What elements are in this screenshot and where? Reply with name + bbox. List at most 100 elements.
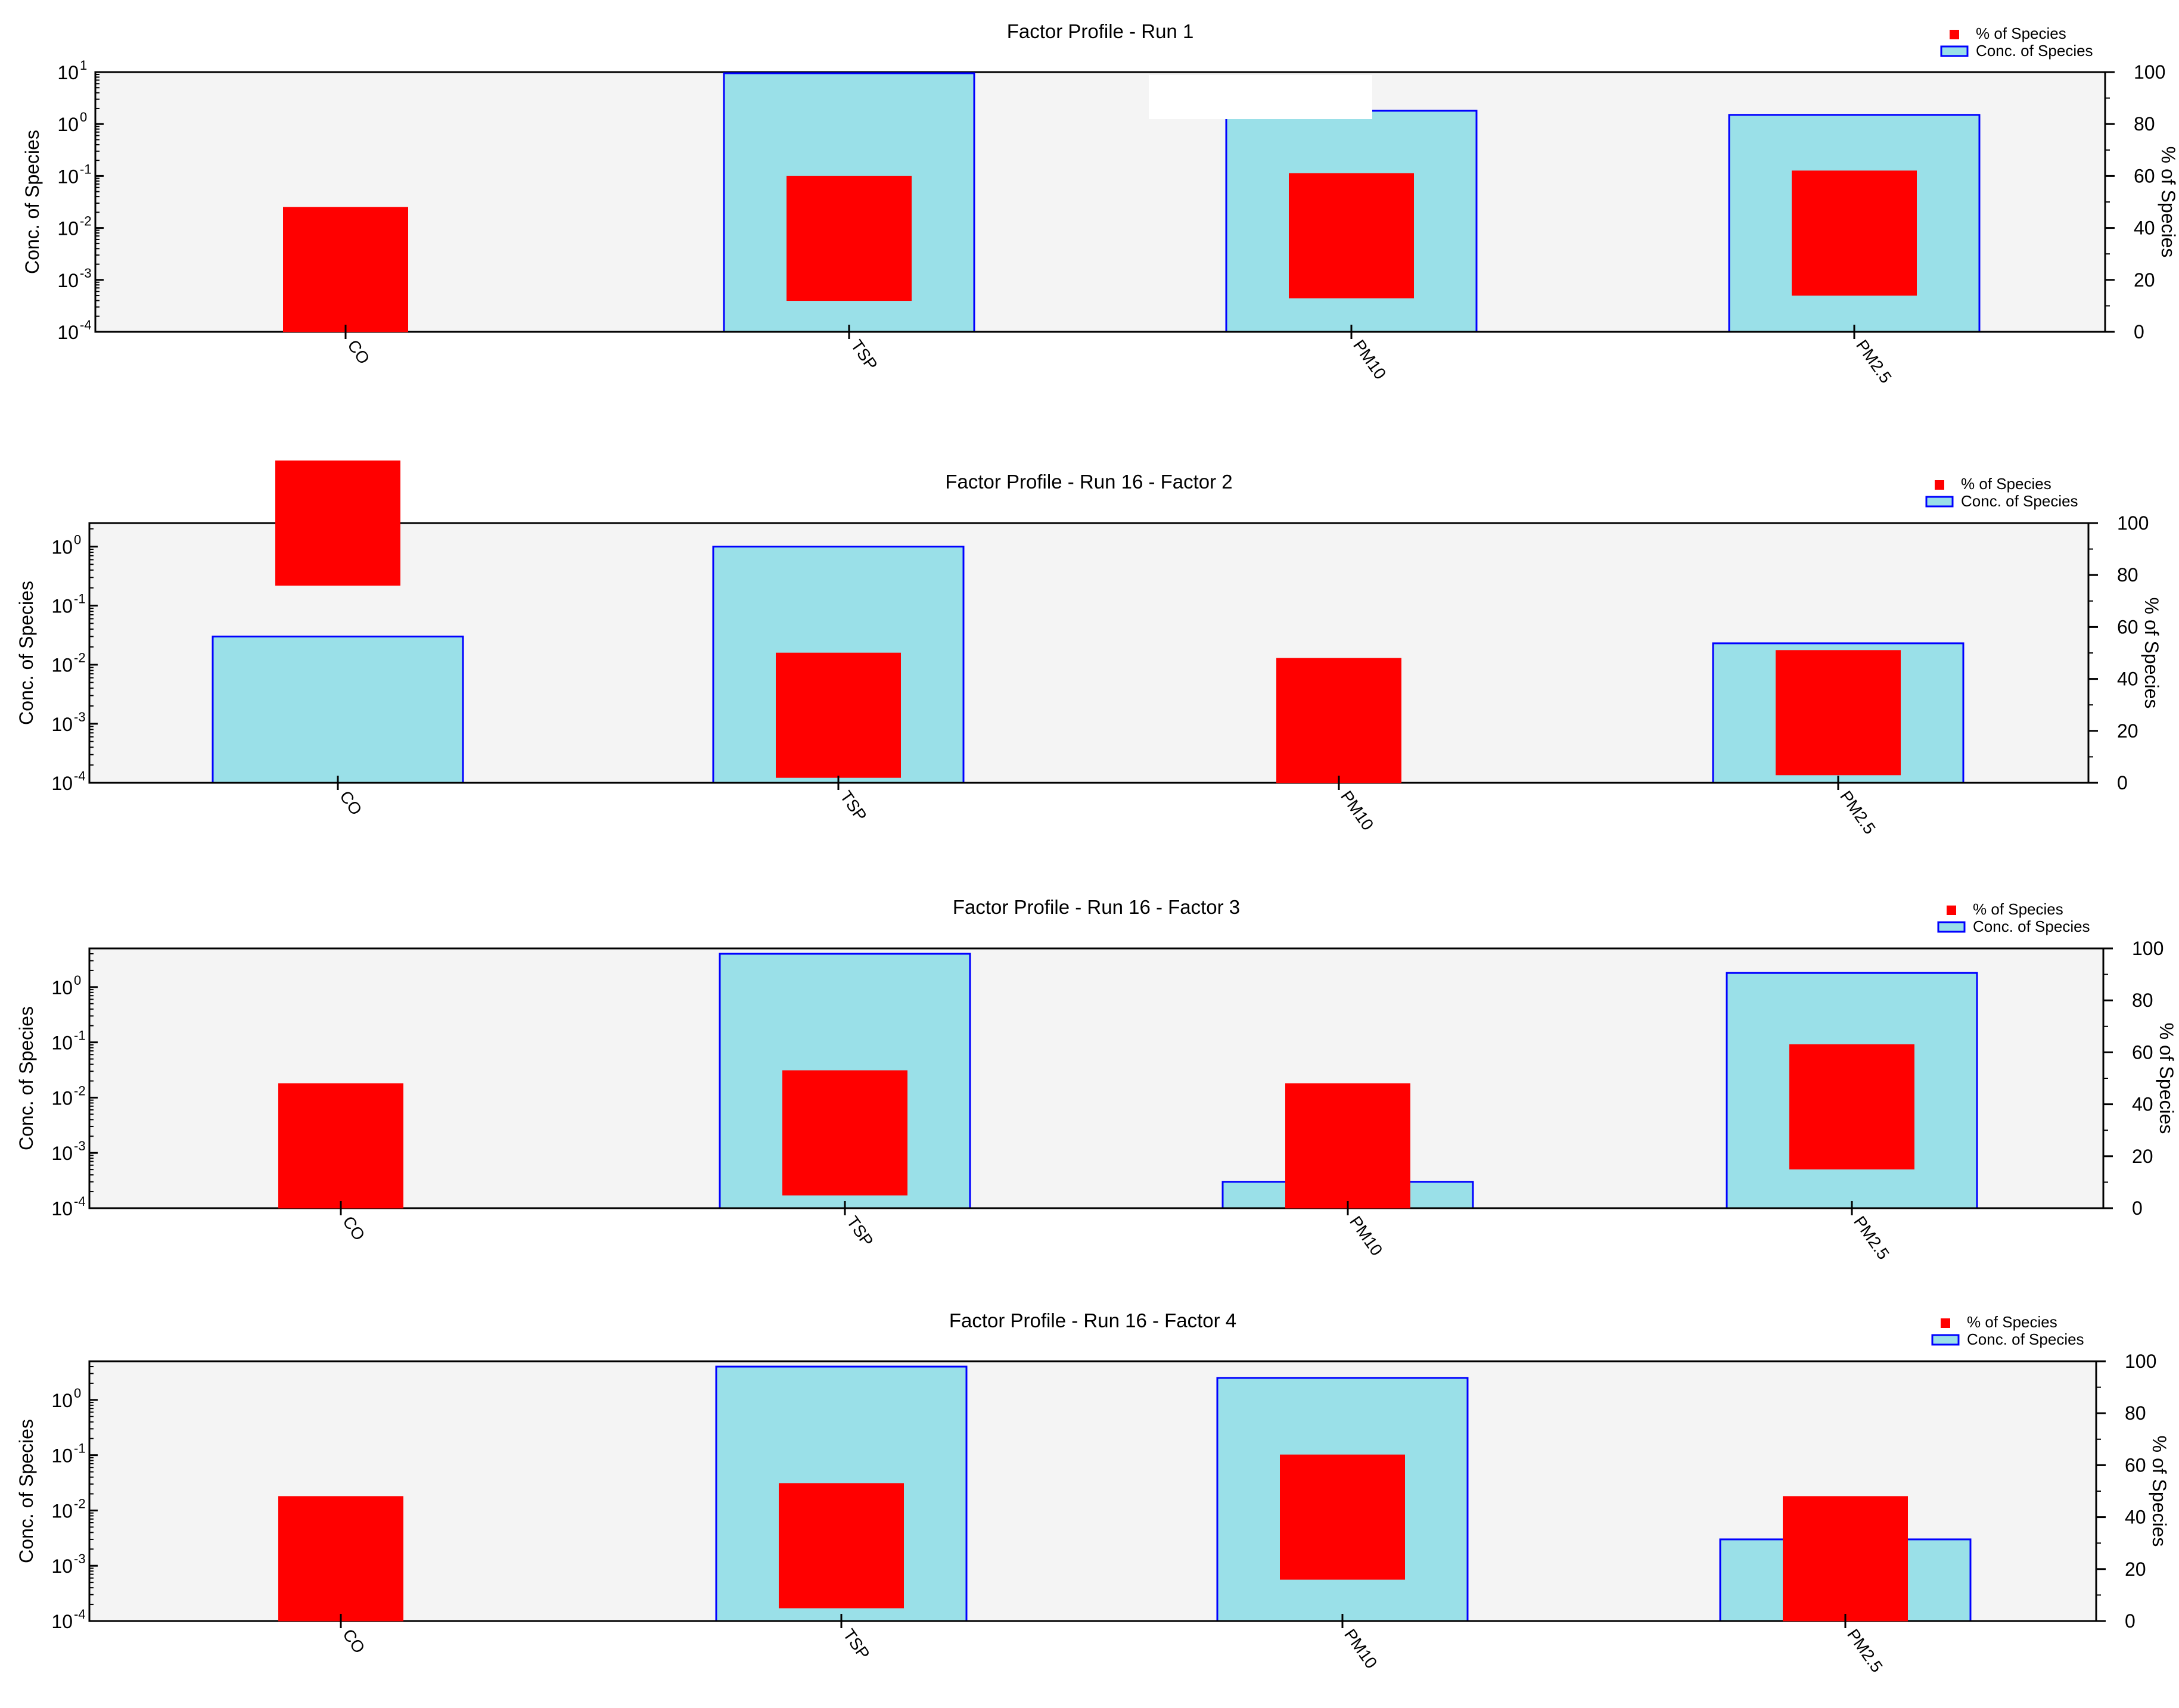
x-tick-label: PM2.5 bbox=[1850, 1213, 1893, 1263]
legend-conc-swatch bbox=[1925, 496, 1954, 508]
y-tick-exponent: -2 bbox=[80, 214, 92, 229]
legend-percent-label: % of Species bbox=[1976, 24, 2066, 42]
y2-tick-label: 100 bbox=[2125, 1351, 2156, 1372]
legend-percent-label: % of Species bbox=[1973, 900, 2063, 918]
legend-percent-swatch bbox=[1950, 30, 1959, 39]
y-tick-label: 10 bbox=[57, 270, 79, 291]
chart-panel-4: Factor Profile - Run 16 - Factor 4 Conc. … bbox=[15, 1309, 2170, 1676]
percent-marker-pm10 bbox=[1285, 1083, 1410, 1209]
y2-tick-label: 40 bbox=[2117, 668, 2138, 690]
y-tick-label: 10 bbox=[51, 1500, 73, 1522]
y-tick-label: 10 bbox=[57, 218, 79, 239]
y2-axis-label: % of Species bbox=[2149, 1436, 2170, 1547]
occluding-patch bbox=[1149, 75, 1372, 119]
chart-panel-3: Factor Profile - Run 16 - Factor 3 Conc. … bbox=[15, 896, 2177, 1263]
y-tick-exponent: -4 bbox=[74, 1607, 86, 1622]
x-tick-label: TSP bbox=[847, 337, 881, 374]
y-tick-exponent: -3 bbox=[74, 1551, 86, 1566]
y-tick-label: 10 bbox=[51, 773, 73, 794]
y2-axis-label: % of Species bbox=[2141, 598, 2162, 709]
legend-conc-label: Conc. of Species bbox=[1976, 42, 2093, 60]
y-tick-label: 10 bbox=[51, 655, 73, 676]
percent-marker-tsp bbox=[776, 652, 901, 778]
y-tick-label: 10 bbox=[51, 1143, 73, 1164]
y-tick-exponent: -4 bbox=[80, 318, 92, 332]
y2-tick-label: 80 bbox=[2125, 1402, 2146, 1424]
x-tick-label: TSP bbox=[843, 1213, 877, 1250]
y-tick-label: 10 bbox=[51, 1032, 73, 1054]
y-tick-label: 10 bbox=[57, 322, 79, 343]
y2-tick-label: 100 bbox=[2117, 512, 2149, 534]
percent-marker-pm2.5 bbox=[1792, 170, 1917, 296]
x-tick-label: PM2.5 bbox=[1852, 337, 1895, 387]
percent-marker-co bbox=[275, 461, 400, 586]
chart-title: Factor Profile - Run 16 - Factor 3 bbox=[953, 896, 1240, 918]
percent-marker-pm2.5 bbox=[1789, 1044, 1914, 1169]
y-tick-label: 10 bbox=[51, 1555, 73, 1577]
percent-marker-co bbox=[278, 1496, 403, 1622]
legend-percent-label: % of Species bbox=[1961, 475, 2051, 493]
y2-tick-label: 80 bbox=[2134, 113, 2155, 135]
x-tick-label: TSP bbox=[837, 788, 871, 825]
x-tick-label: CO bbox=[339, 1626, 368, 1657]
y2-tick-label: 20 bbox=[2134, 269, 2155, 291]
x-tick-label: CO bbox=[339, 1213, 368, 1244]
y-tick-exponent: 0 bbox=[80, 110, 87, 125]
x-tick-label: PM10 bbox=[1350, 337, 1390, 383]
x-tick-label: PM10 bbox=[1341, 1626, 1381, 1672]
y2-tick-label: 0 bbox=[2132, 1197, 2143, 1219]
percent-marker-pm2.5 bbox=[1776, 650, 1901, 776]
y-tick-exponent: 0 bbox=[74, 532, 81, 547]
y2-tick-label: 60 bbox=[2125, 1454, 2146, 1476]
chart-title: Factor Profile - Run 16 - Factor 4 bbox=[949, 1309, 1236, 1331]
y-tick-label: 10 bbox=[51, 596, 73, 617]
y-tick-exponent: -4 bbox=[74, 769, 86, 783]
y2-tick-label: 40 bbox=[2132, 1094, 2153, 1115]
y-tick-label: 10 bbox=[51, 1611, 73, 1632]
y-tick-exponent: -3 bbox=[74, 1138, 86, 1153]
y-tick-exponent: -2 bbox=[74, 1083, 86, 1098]
legend-percent-swatch bbox=[1935, 480, 1944, 490]
y2-axis-label: % of Species bbox=[2158, 147, 2179, 258]
percent-marker-pm10 bbox=[1289, 173, 1414, 298]
y2-tick-label: 100 bbox=[2134, 61, 2165, 83]
y-tick-label: 10 bbox=[51, 1390, 73, 1411]
y-tick-exponent: -2 bbox=[74, 1496, 86, 1511]
y-tick-exponent: -2 bbox=[74, 651, 86, 665]
x-tick-label: PM2.5 bbox=[1844, 1626, 1886, 1676]
y-tick-exponent: -3 bbox=[74, 710, 86, 724]
y-tick-label: 10 bbox=[51, 714, 73, 735]
percent-marker-tsp bbox=[779, 1483, 904, 1609]
legend-percent-label: % of Species bbox=[1967, 1313, 2057, 1331]
y2-tick-label: 60 bbox=[2117, 616, 2138, 637]
y2-tick-label: 0 bbox=[2125, 1610, 2136, 1632]
y2-tick-label: 80 bbox=[2117, 564, 2138, 586]
y2-tick-label: 60 bbox=[2134, 165, 2155, 186]
y-axis-label: Conc. of Species bbox=[21, 130, 43, 274]
percent-marker-pm10 bbox=[1276, 658, 1401, 783]
legend-conc-swatch bbox=[1931, 1334, 1960, 1346]
y-tick-exponent: -1 bbox=[74, 592, 86, 606]
percent-marker-co bbox=[283, 207, 408, 332]
y2-tick-label: 40 bbox=[2134, 217, 2155, 239]
legend-conc-label: Conc. of Species bbox=[1961, 492, 2078, 510]
y2-tick-label: 0 bbox=[2134, 321, 2144, 343]
y2-tick-label: 80 bbox=[2132, 990, 2153, 1011]
x-tick-label: CO bbox=[344, 337, 373, 368]
y-tick-label: 10 bbox=[51, 1087, 73, 1109]
y-tick-label: 10 bbox=[51, 536, 73, 558]
y-axis-label: Conc. of Species bbox=[15, 1006, 37, 1150]
percent-marker-pm2.5 bbox=[1783, 1496, 1908, 1622]
y2-tick-label: 20 bbox=[2117, 720, 2138, 742]
legend-conc-label: Conc. of Species bbox=[1967, 1330, 2084, 1348]
legend-percent-swatch bbox=[1947, 906, 1956, 915]
legend-percent-swatch bbox=[1941, 1318, 1950, 1328]
chart-title: Factor Profile - Run 1 bbox=[1007, 20, 1194, 42]
percent-marker-pm10 bbox=[1280, 1454, 1405, 1580]
y-tick-label: 10 bbox=[51, 977, 73, 998]
x-tick-label: PM10 bbox=[1346, 1213, 1386, 1259]
y-tick-exponent: -1 bbox=[74, 1028, 86, 1043]
percent-marker-tsp bbox=[782, 1070, 907, 1196]
legend-conc-swatch bbox=[1937, 921, 1966, 933]
y-tick-exponent: 1 bbox=[80, 58, 87, 73]
